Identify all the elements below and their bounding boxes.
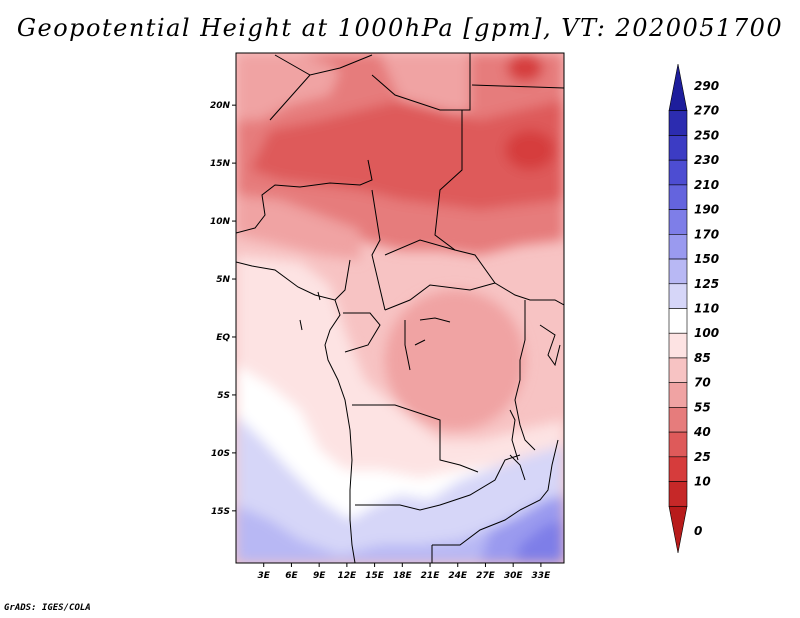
colorbar-label: 125 [694,277,719,291]
colorbar-segment [668,308,688,334]
lat-tick-label: 15N [210,159,231,169]
lon-tick-label: 21E [421,571,441,581]
colorbar-segment [668,258,688,285]
colorbar-label: 230 [694,153,719,167]
lon-tick-label: 27E [476,571,496,581]
lat-tick-label: 5S [217,391,230,401]
colorbar-label: 100 [694,326,719,340]
colorbar-label: 85 [694,351,711,365]
colorbar-label: 290 [694,79,719,93]
lon-tick-label: 18E [393,571,413,581]
colorbar-segment [668,184,688,210]
colorbar-label: 55 [694,400,711,414]
colorbar-segment [668,431,688,458]
colorbar-segment [668,110,688,136]
lon-tick-label: 15E [365,571,385,581]
colorbar-segment [668,209,688,235]
lon-tick-label: 30E [504,571,524,581]
colorbar-segment [668,481,688,507]
colorbar-segment [668,135,688,161]
lat-tick-label: 5N [216,275,230,285]
colorbar-segment [668,382,688,408]
colorbar-segment [668,407,688,433]
colorbar-label: 250 [694,128,719,142]
colorbar-segment [668,283,688,309]
colorbar-segment [668,456,688,482]
lat-tick-label: 10N [210,217,231,227]
lon-tick-label: 9E [313,571,326,581]
longitude-axis: 3E 6E 9E 12E 15E 18E 21E 24E 27E 30E 33E [258,563,552,581]
colorbar-segment [668,234,688,260]
lon-tick-label: 3E [258,571,271,581]
colorbar-label: 10 [694,475,711,489]
colorbar-label: 170 [694,227,719,241]
lat-tick-label: 15S [211,507,230,517]
lon-tick-label: 24E [448,571,468,581]
map-title: Geopotential Height at 1000hPa [gpm], VT… [16,14,784,42]
colorbar-label: 0 [694,524,702,538]
colorbar-label: 40 [693,425,711,439]
lat-tick-label: 20N [210,101,231,111]
country-boundaries [236,53,564,563]
lat-tick-label: 10S [211,449,230,459]
colorbar-segment [668,332,688,359]
colorbar-label: 25 [694,450,711,464]
latitude-axis: 20N 15N 10N 5N EQ 5S 10S 15S [210,101,236,517]
colorbar-label: 190 [694,203,719,217]
colorbar: 2902702502302101901701501251101008570554… [668,63,719,554]
colorbar-segment [668,505,688,554]
lon-tick-label: 12E [338,571,358,581]
colorbar-label: 70 [694,376,711,390]
colorbar-segment [668,357,688,383]
colorbar-label: 150 [694,252,719,266]
colorbar-label: 110 [694,302,719,316]
colorbar-segment [668,63,688,112]
colorbar-label: 210 [694,178,719,192]
lon-tick-label: 6E [285,571,298,581]
plot-frame [235,52,565,564]
grads-credit: GrADS: IGES/COLA [4,603,91,613]
lon-tick-label: 33E [532,571,552,581]
lat-tick-label: EQ [216,333,230,343]
colorbar-label: 270 [694,104,719,118]
height-field [236,53,564,563]
colorbar-segment [668,159,688,186]
